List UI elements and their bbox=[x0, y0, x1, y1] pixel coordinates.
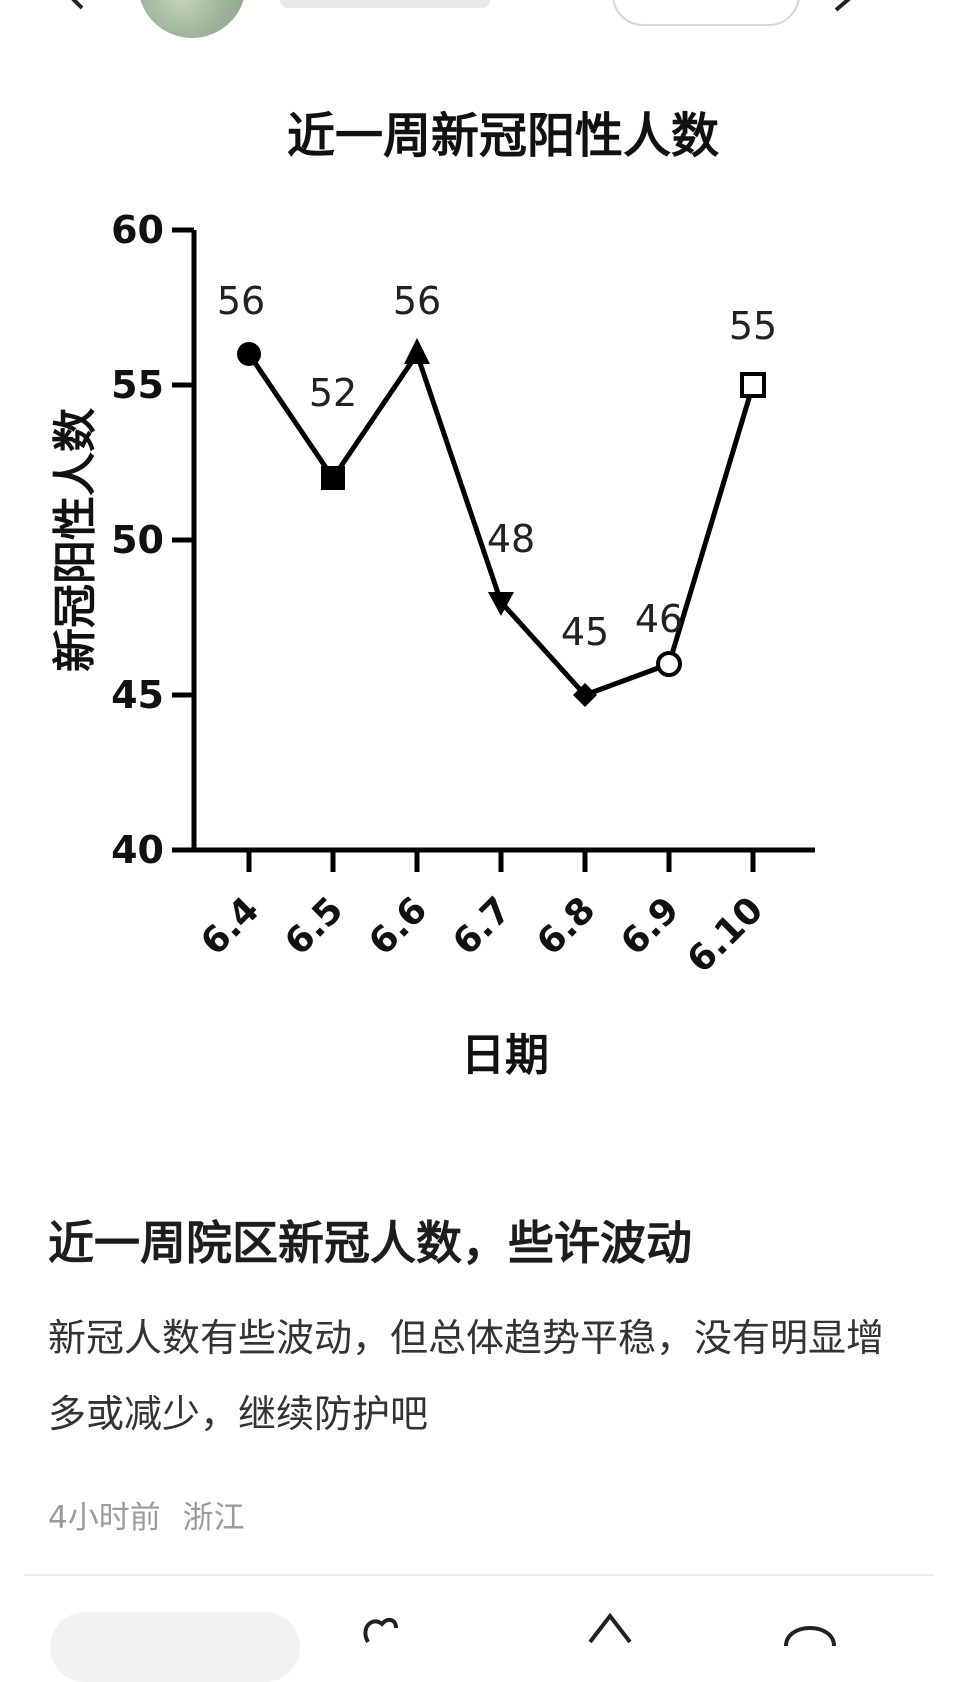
data-label-6.4: 56 bbox=[217, 279, 265, 323]
x-axis-label: 日期 bbox=[461, 1030, 549, 1081]
data-label-6.10: 55 bbox=[729, 304, 777, 348]
data-label-6.8: 45 bbox=[561, 610, 609, 654]
data-point-6.6 bbox=[404, 338, 430, 364]
y-tick-label-55: 55 bbox=[111, 363, 164, 407]
x-tick-label-6.4: 6.4 bbox=[193, 889, 267, 963]
x-tick-label-6.8: 6.8 bbox=[529, 889, 603, 963]
y-tick-label-45: 45 bbox=[111, 673, 164, 717]
post-time: 4小时前 bbox=[48, 1500, 161, 1536]
post-location: 浙江 bbox=[182, 1500, 245, 1536]
x-tick-label-6.7: 6.7 bbox=[445, 889, 519, 963]
star-icon[interactable] bbox=[580, 1612, 640, 1652]
data-point-6.10 bbox=[740, 372, 766, 398]
data-point-6.7 bbox=[488, 592, 514, 616]
divider bbox=[24, 1574, 934, 1576]
x-tick-label-6.6: 6.6 bbox=[361, 889, 435, 963]
y-tick-label-40: 40 bbox=[111, 828, 164, 872]
x-tick-label-6.5: 6.5 bbox=[277, 889, 351, 963]
chart-image: 近一周新冠阳性人数 40 45 50 55 60 新冠阳性人数 6.4 6.5 6.6 6.7 6.8… bbox=[20, 80, 920, 1160]
data-point-6.9 bbox=[656, 651, 682, 677]
data-point-6.8 bbox=[573, 683, 597, 707]
x-tick-label-6.9: 6.9 bbox=[613, 889, 687, 963]
post-meta: 4小时前 浙江 bbox=[48, 1492, 257, 1537]
share-icon[interactable] bbox=[832, 0, 872, 14]
data-label-6.5: 52 bbox=[309, 371, 357, 415]
data-point-6.5 bbox=[321, 466, 345, 490]
y-axis-label: 新冠阳性人数 bbox=[50, 408, 101, 672]
comment-input[interactable] bbox=[50, 1612, 300, 1682]
back-arrow-icon[interactable] bbox=[60, 0, 90, 10]
x-tick-label-6.10: 6.10 bbox=[680, 889, 772, 981]
post-body: 新冠人数有些波动，但总体趋势平稳，没有明显增多或减少，继续防护吧 bbox=[48, 1316, 885, 1436]
y-tick-label-60: 60 bbox=[111, 208, 164, 252]
author-name[interactable] bbox=[280, 0, 490, 8]
data-label-6.7: 48 bbox=[487, 517, 535, 561]
comment-icon[interactable] bbox=[780, 1612, 840, 1652]
chart-title: 近一周新冠阳性人数 bbox=[287, 108, 719, 164]
avatar[interactable] bbox=[138, 0, 246, 38]
line-chart: 近一周新冠阳性人数 40 45 50 55 60 新冠阳性人数 6.4 6.5 6.6 6.7 6.8… bbox=[50, 108, 815, 1081]
top-bar bbox=[0, 0, 959, 40]
follow-button[interactable] bbox=[612, 0, 800, 26]
data-label-6.6: 56 bbox=[393, 279, 441, 323]
heart-icon[interactable] bbox=[360, 1612, 420, 1652]
post-title: 近一周院区新冠人数，些许波动 bbox=[48, 1216, 692, 1270]
data-point-6.4 bbox=[237, 342, 261, 366]
data-label-6.9: 46 bbox=[635, 597, 683, 641]
y-tick-label-50: 50 bbox=[111, 518, 164, 562]
